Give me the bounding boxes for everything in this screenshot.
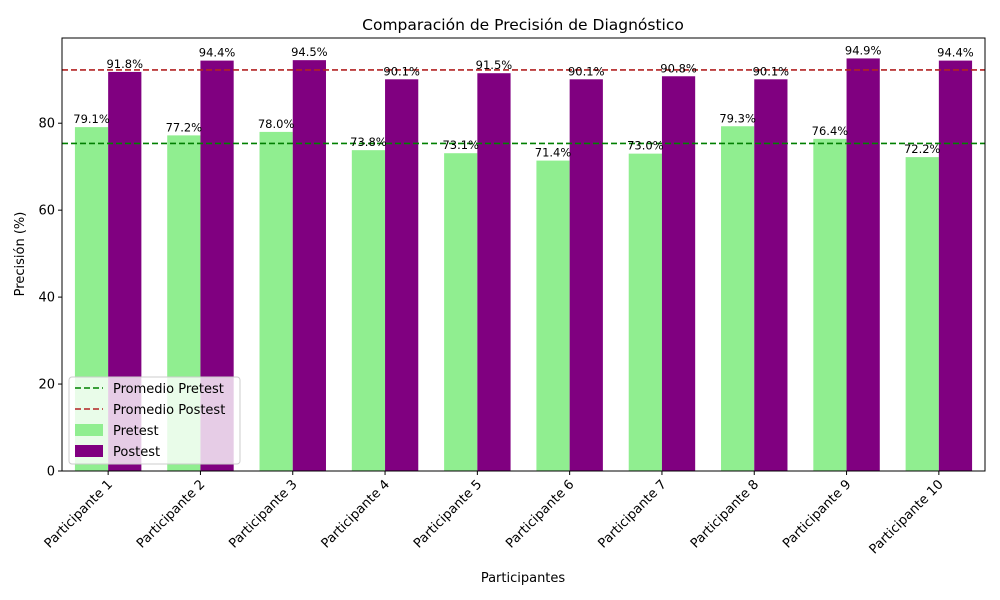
legend-label: Promedio Pretest: [113, 382, 224, 397]
y-tick-label: 40: [38, 291, 55, 306]
data-label-postest-6: 90.1%: [568, 64, 605, 78]
legend-label: Promedio Postest: [113, 403, 225, 418]
bar-postest-10: [938, 60, 973, 472]
legend-patch-swatch: [75, 424, 103, 436]
data-label-postest-1: 91.8%: [106, 57, 143, 71]
x-tick-label: Participante 10: [867, 477, 947, 557]
data-label-pretest-6: 71.4%: [535, 146, 572, 160]
y-tick-label: 80: [38, 117, 55, 132]
x-tick-label: Participante 6: [503, 477, 577, 551]
y-tick-label: 0: [47, 465, 55, 480]
bar-pretest-10: [905, 157, 939, 471]
y-axis-label: Precisión (%): [13, 212, 28, 297]
data-label-postest-7: 90.8%: [660, 61, 697, 75]
bar-pretest-6: [536, 160, 570, 471]
y-tick-label: 20: [38, 378, 55, 393]
data-label-pretest-5: 73.1%: [442, 138, 479, 152]
data-label-postest-3: 94.5%: [291, 45, 328, 59]
x-axis-label: Participantes: [481, 571, 566, 586]
bar-pretest-8: [721, 126, 755, 471]
data-label-postest-8: 90.1%: [753, 64, 790, 78]
data-label-pretest-3: 78.0%: [258, 117, 295, 131]
x-tick-label: Participante 3: [226, 477, 300, 551]
data-label-postest-4: 90.1%: [383, 64, 420, 78]
legend: Promedio Pretest Promedio Postest Pretest P…: [68, 376, 241, 465]
y-tick-label: 60: [38, 204, 55, 219]
data-label-postest-9: 94.9%: [845, 43, 882, 57]
x-tick-label: Participante 1: [42, 477, 116, 551]
legend-patch-swatch: [75, 445, 103, 457]
data-label-postest-2: 94.4%: [199, 46, 236, 60]
bar-pretest-9: [813, 138, 847, 472]
x-tick-label: Participante 8: [688, 477, 762, 551]
bar-postest-4: [385, 79, 419, 472]
plot-area: 79.1% 77.2% 78.0% 73.8% 73.1% 71.4% 73.0% 79.3%…: [38, 37, 986, 557]
bar-pretest-5: [444, 153, 478, 471]
x-tick-label: Participante 9: [780, 477, 854, 551]
data-label-pretest-10: 72.2%: [904, 142, 941, 156]
data-label-pretest-7: 73.0%: [627, 139, 664, 153]
legend-label: Postest: [113, 445, 160, 460]
bar-postest-7: [661, 76, 696, 471]
legend-label: Pretest: [113, 424, 159, 439]
plot-frame: [61, 37, 986, 472]
data-label-postest-5: 91.5%: [476, 58, 513, 72]
chart-title: Comparación de Precisión de Diagnóstico: [362, 16, 684, 34]
legend-box: [68, 376, 241, 465]
data-label-pretest-8: 79.3%: [719, 111, 756, 125]
bar-postest-5: [477, 73, 511, 472]
bar-postest-9: [846, 58, 880, 472]
data-label-pretest-9: 76.4%: [812, 124, 849, 138]
bar-pretest-4: [351, 150, 386, 471]
x-tick-label: Participante 4: [319, 477, 393, 551]
data-label-pretest-4: 73.8%: [350, 135, 387, 149]
x-tick-label: Participante 2: [134, 477, 208, 551]
data-label-pretest-1: 79.1%: [73, 112, 110, 126]
bar-pretest-3: [259, 131, 293, 471]
data-label-postest-10: 94.4%: [937, 46, 974, 60]
x-tick-label: Participante 5: [411, 477, 485, 551]
x-tick-label: Participante 7: [596, 477, 670, 551]
bar-postest-8: [754, 79, 788, 472]
bar-postest-6: [569, 79, 603, 472]
bar-postest-3: [292, 60, 326, 472]
bar-pretest-7: [628, 153, 662, 471]
data-label-pretest-2: 77.2%: [166, 120, 203, 134]
